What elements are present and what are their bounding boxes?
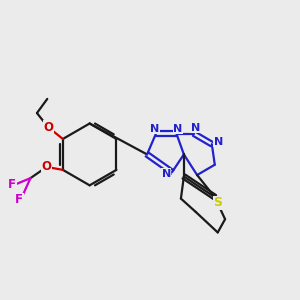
Text: N: N (162, 169, 171, 178)
Text: N: N (214, 137, 223, 147)
Text: O: O (43, 121, 53, 134)
Text: F: F (15, 194, 23, 206)
Text: N: N (173, 124, 183, 134)
Text: F: F (8, 178, 16, 190)
Text: O: O (42, 160, 52, 173)
Text: N: N (191, 123, 200, 133)
Text: N: N (150, 124, 159, 134)
Text: S: S (213, 196, 222, 209)
